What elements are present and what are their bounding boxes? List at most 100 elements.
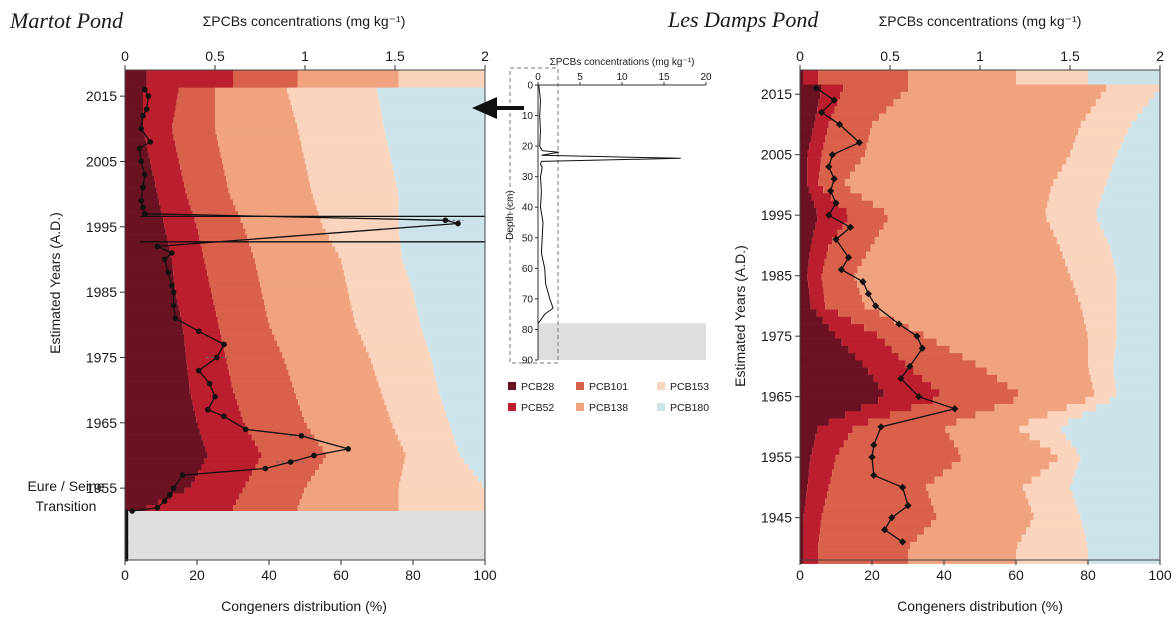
- bar-pcb28: [800, 418, 829, 426]
- bar-pcb153: [355, 322, 421, 330]
- bar-pcb180: [1075, 498, 1160, 506]
- bar-pcb138: [886, 106, 1091, 114]
- bar-pcb101: [851, 316, 895, 325]
- bar-pcb138: [258, 275, 346, 282]
- bar-pcb153: [343, 269, 407, 277]
- bar-pcb180: [1107, 236, 1160, 245]
- legend-label-pcb52: PCB52: [521, 402, 554, 414]
- bar-pcb28: [125, 281, 175, 288]
- bar-pcb180: [1109, 396, 1160, 405]
- bar-pcb52: [148, 152, 178, 159]
- bar-pcb28: [800, 389, 884, 397]
- bar-pcb138: [223, 164, 307, 171]
- bar-pcb138: [307, 481, 400, 488]
- bar-pcb52: [804, 505, 824, 514]
- bar-pcb101: [175, 140, 219, 147]
- bar-pcb101: [242, 416, 305, 424]
- bar-pcb52: [820, 91, 841, 100]
- concentration-point: [864, 290, 872, 298]
- bar-pcb180: [428, 346, 485, 353]
- bar-pcb180: [1116, 338, 1160, 347]
- bar-pcb153: [399, 481, 483, 488]
- bar-pcb28: [800, 157, 808, 165]
- bar-pcb180: [1116, 389, 1160, 397]
- martot-composition-bars: [125, 70, 485, 560]
- inset-y-tick-label: 70: [522, 294, 534, 305]
- bar-pcb52: [848, 345, 892, 354]
- bar-pcb153: [349, 293, 414, 300]
- bar-pcb101: [843, 84, 908, 93]
- bar-pcb138: [296, 393, 383, 400]
- y-tick-label: 1965: [761, 389, 792, 405]
- inset-x-tick-label: 20: [700, 72, 712, 83]
- bar-pcb28: [125, 228, 166, 235]
- bar-pcb28: [125, 375, 189, 382]
- bar-pcb138: [887, 215, 1047, 223]
- bar-pcb52: [157, 193, 187, 200]
- bar-pcb101: [245, 422, 307, 429]
- bottom-tick-label: 100: [1148, 567, 1172, 583]
- bar-pcb52: [815, 432, 849, 441]
- bar-pcb101: [178, 87, 215, 94]
- concentration-point: [140, 204, 146, 210]
- bar-pcb52: [143, 99, 177, 106]
- bar-pcb52: [146, 140, 176, 147]
- bar-pcb52: [184, 487, 243, 494]
- bar-pcb101: [827, 491, 929, 499]
- bar-pcb138: [1013, 396, 1086, 405]
- concentration-point: [827, 187, 835, 195]
- bar-pcb153: [404, 458, 465, 465]
- bar-pcb101: [905, 360, 976, 368]
- concentration-point: [161, 256, 168, 263]
- bar-pcb52: [154, 175, 183, 183]
- bar-pcb101: [240, 411, 303, 418]
- bar-pcb28: [800, 113, 816, 122]
- bar-pcb101: [832, 469, 944, 477]
- bar-pcb180: [395, 175, 485, 183]
- bar-pcb138: [288, 369, 375, 377]
- bar-pcb52: [817, 215, 848, 223]
- les-damps-concentration-series: [812, 84, 959, 546]
- concentration-point: [196, 328, 202, 335]
- bar-pcb138: [861, 258, 1066, 267]
- bar-pcb138: [300, 405, 387, 412]
- bar-pcb52: [812, 447, 840, 456]
- bar-pcb52: [144, 134, 174, 141]
- bar-pcb153: [320, 217, 399, 224]
- bar-pcb52: [807, 483, 829, 492]
- bar-pcb138: [218, 140, 302, 147]
- bar-pcb52: [186, 358, 227, 365]
- bar-pcb28: [125, 246, 170, 253]
- bar-pcb28: [125, 75, 147, 83]
- bar-pcb138: [857, 266, 1068, 274]
- bar-pcb153: [358, 328, 423, 335]
- bar-pcb101: [233, 505, 298, 512]
- bar-pcb153: [298, 128, 385, 135]
- bar-pcb28: [800, 251, 810, 260]
- depth-profile-inset: ΣPCBs concentrations (mg kg⁻¹) Depth (cm…: [505, 57, 712, 367]
- concentration-point: [918, 344, 926, 352]
- bar-pcb153: [1057, 454, 1081, 463]
- bar-pcb180: [1099, 200, 1160, 209]
- bar-pcb101: [828, 244, 871, 252]
- bar-pcb52: [807, 149, 822, 158]
- bar-pcb101: [818, 70, 908, 78]
- bar-pcb101: [204, 258, 255, 265]
- bar-pcb28: [800, 353, 856, 361]
- bar-pcb101: [830, 476, 935, 485]
- bar-pcb180: [417, 311, 485, 318]
- bar-pcb153: [1049, 462, 1078, 470]
- bar-pcb153: [1033, 512, 1081, 521]
- bar-pcb153: [1045, 207, 1097, 216]
- bar-pcb138: [857, 280, 1074, 289]
- bar-pcb101: [224, 346, 280, 353]
- bar-pcb138: [873, 200, 1048, 209]
- bar-pcb52: [170, 252, 204, 259]
- bar-pcb28: [125, 405, 194, 412]
- bar-pcb52: [150, 158, 179, 165]
- bar-pcb28: [125, 358, 187, 365]
- concentration-point: [154, 243, 161, 250]
- bar-pcb101: [820, 527, 925, 535]
- bar-pcb153: [345, 275, 409, 282]
- bar-pcb28: [800, 207, 817, 216]
